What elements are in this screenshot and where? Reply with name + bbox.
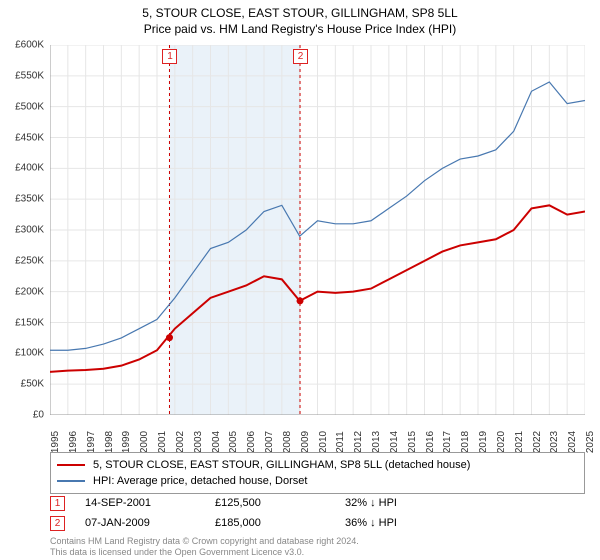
x-tick-label: 1995: [50, 431, 61, 453]
copyright-line2: This data is licensed under the Open Gov…: [50, 547, 359, 558]
legend-item: 5, STOUR CLOSE, EAST STOUR, GILLINGHAM, …: [57, 457, 578, 473]
sale-badge: 2: [50, 516, 65, 531]
x-tick-label: 1997: [86, 431, 97, 453]
y-tick-label: £550K: [15, 70, 44, 81]
sale-price: £185,000: [215, 517, 345, 529]
y-tick-label: £100K: [15, 348, 44, 359]
x-axis: 1995199619971998199920002001200220032004…: [50, 418, 585, 448]
x-tick-label: 2014: [389, 431, 400, 453]
y-tick-label: £500K: [15, 101, 44, 112]
sale-delta: 32% ↓ HPI: [345, 497, 475, 509]
x-tick-label: 2001: [157, 431, 168, 453]
y-tick-label: £50K: [21, 379, 44, 390]
y-tick-label: £350K: [15, 194, 44, 205]
title-address: 5, STOUR CLOSE, EAST STOUR, GILLINGHAM, …: [0, 0, 600, 20]
chart-svg: [50, 45, 585, 415]
sale-marker-badge: 1: [162, 49, 177, 64]
title-subtitle: Price paid vs. HM Land Registry's House …: [0, 20, 600, 36]
y-tick-label: £400K: [15, 163, 44, 174]
copyright: Contains HM Land Registry data © Crown c…: [50, 536, 359, 558]
x-tick-label: 2016: [425, 431, 436, 453]
y-axis: £0£50K£100K£150K£200K£250K£300K£350K£400…: [0, 45, 48, 415]
x-tick-label: 2018: [460, 431, 471, 453]
sale-date: 14-SEP-2001: [85, 497, 215, 509]
y-tick-label: £0: [33, 410, 44, 421]
x-tick-label: 2011: [335, 431, 346, 453]
x-tick-label: 2007: [264, 431, 275, 453]
chart-plot-area: 12: [50, 45, 585, 415]
x-tick-label: 1999: [121, 431, 132, 453]
x-tick-label: 1996: [68, 431, 79, 453]
sale-row: 1 14-SEP-2001£125,50032% ↓ HPI: [50, 494, 585, 512]
x-tick-label: 2009: [300, 431, 311, 453]
x-tick-label: 2005: [228, 431, 239, 453]
x-tick-label: 2017: [442, 431, 453, 453]
sale-price: £125,500: [215, 497, 345, 509]
x-tick-label: 2000: [139, 431, 150, 453]
legend-label: 5, STOUR CLOSE, EAST STOUR, GILLINGHAM, …: [93, 459, 470, 471]
sale-delta: 36% ↓ HPI: [345, 517, 475, 529]
x-tick-label: 2024: [567, 431, 578, 453]
legend-item: HPI: Average price, detached house, Dors…: [57, 473, 578, 489]
y-tick-label: £200K: [15, 286, 44, 297]
x-tick-label: 2008: [282, 431, 293, 453]
y-tick-label: £600K: [15, 40, 44, 51]
legend-swatch: [57, 480, 85, 482]
x-tick-label: 2022: [532, 431, 543, 453]
legend: 5, STOUR CLOSE, EAST STOUR, GILLINGHAM, …: [50, 452, 585, 494]
copyright-line1: Contains HM Land Registry data © Crown c…: [50, 536, 359, 547]
x-tick-label: 2019: [478, 431, 489, 453]
x-tick-label: 1998: [104, 431, 115, 453]
x-tick-label: 2021: [514, 431, 525, 453]
x-tick-label: 2002: [175, 431, 186, 453]
y-tick-label: £450K: [15, 132, 44, 143]
y-tick-label: £150K: [15, 317, 44, 328]
x-tick-label: 2013: [371, 431, 382, 453]
x-tick-label: 2012: [353, 431, 364, 453]
y-tick-label: £250K: [15, 255, 44, 266]
sale-date: 07-JAN-2009: [85, 517, 215, 529]
x-tick-label: 2023: [549, 431, 560, 453]
x-tick-label: 2025: [585, 431, 596, 453]
x-tick-label: 2010: [318, 431, 329, 453]
x-tick-label: 2003: [193, 431, 204, 453]
legend-label: HPI: Average price, detached house, Dors…: [93, 475, 307, 487]
y-tick-label: £300K: [15, 225, 44, 236]
sale-row: 2 07-JAN-2009£185,00036% ↓ HPI: [50, 514, 585, 532]
x-tick-label: 2020: [496, 431, 507, 453]
sale-marker-badge: 2: [293, 49, 308, 64]
sales-table: 1 14-SEP-2001£125,50032% ↓ HPI 2 07-JAN-200…: [50, 494, 585, 534]
x-tick-label: 2004: [211, 431, 222, 453]
x-tick-label: 2006: [246, 431, 257, 453]
x-tick-label: 2015: [407, 431, 418, 453]
sale-badge: 1: [50, 496, 65, 511]
legend-swatch: [57, 464, 85, 466]
